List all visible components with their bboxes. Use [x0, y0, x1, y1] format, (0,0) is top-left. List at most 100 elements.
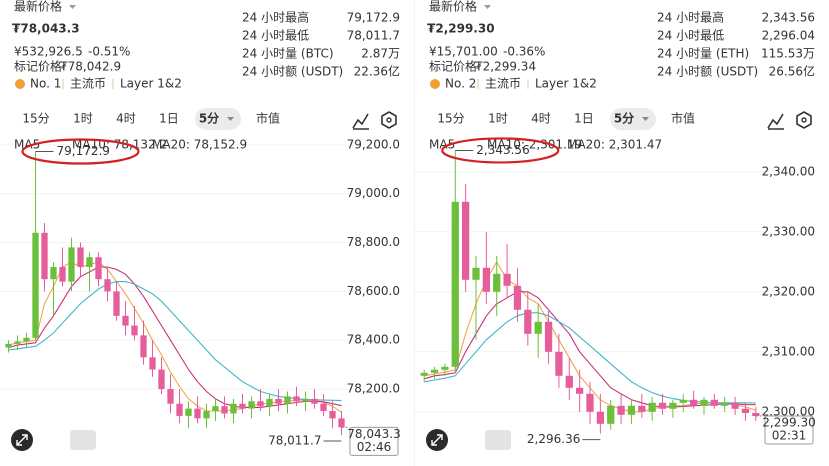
- high-label: 2,343.56: [476, 143, 529, 157]
- candle-body: [149, 357, 156, 370]
- stat-label: 24 小时最高: [242, 10, 309, 25]
- mark-price-label: 标记价格: [14, 59, 62, 74]
- stat-label: 24 小时量 (ETH): [657, 47, 749, 61]
- candle-body: [741, 408, 750, 413]
- stat-value: 26.56亿: [769, 64, 815, 79]
- candle-body: [77, 247, 84, 267]
- tag[interactable]: Layer 1&2: [535, 77, 597, 91]
- candle-body: [212, 406, 219, 412]
- stat-value: 2.87万: [361, 47, 400, 61]
- tag[interactable]: 主流币: [70, 77, 106, 91]
- stat-label: 24 小时最高: [657, 10, 724, 25]
- y-tick-label: 79,200.0: [347, 137, 400, 151]
- candle-body: [658, 402, 667, 409]
- y-tick-label: 78,600.0: [347, 284, 400, 298]
- highlight-circle: [21, 138, 140, 165]
- y-tick-label: 78,200.0: [347, 382, 400, 396]
- candle-body: [41, 232, 48, 280]
- stat-value: 2,343.56: [762, 11, 815, 25]
- stat-value: 78,011.7: [347, 29, 400, 43]
- interval-tab[interactable]: 1日: [574, 112, 594, 126]
- candle-body: [239, 403, 246, 409]
- candle-body: [596, 411, 604, 424]
- mark-price: ₮78,042.9: [60, 60, 121, 74]
- tag[interactable]: No. 2: [445, 77, 476, 91]
- y-tick-label: 78,400.0: [347, 333, 400, 347]
- candle-body: [617, 405, 625, 415]
- latest-price-label: 最新价格: [14, 0, 62, 14]
- candle-body: [627, 405, 636, 415]
- interval-tab[interactable]: 1时: [488, 112, 508, 126]
- candle-body: [131, 325, 138, 336]
- indicator-icon[interactable]: [767, 113, 784, 130]
- candle-body: [158, 369, 165, 390]
- fullscreen-icon: [431, 434, 443, 446]
- high-label: 79,172.9: [57, 144, 110, 158]
- dropdown-arrow: [484, 5, 491, 9]
- moving-average-line: [8, 266, 342, 408]
- legend-entry: MA5: [14, 138, 40, 152]
- interval-tab[interactable]: 市值: [671, 111, 695, 126]
- stat-label: 24 小时额 (USDT): [242, 65, 343, 79]
- price: ₮78,043.3: [12, 22, 80, 36]
- tab-dropdown-arrow: [642, 117, 649, 121]
- stat-value: 115.53万: [761, 47, 815, 61]
- candle-body: [607, 405, 615, 424]
- candle-body: [420, 372, 428, 376]
- candle-body: [284, 396, 291, 404]
- interval-tab[interactable]: 5分: [614, 111, 634, 126]
- interval-tab[interactable]: 1时: [73, 112, 93, 126]
- interval-tab[interactable]: 1日: [159, 112, 179, 126]
- tag[interactable]: 主流币: [485, 77, 521, 91]
- candle-body: [544, 321, 553, 352]
- candle-body: [430, 369, 439, 373]
- candle-body: [104, 279, 111, 292]
- candle-body: [14, 341, 21, 344]
- candle-body: [710, 399, 718, 406]
- candle-body: [638, 405, 646, 412]
- tag[interactable]: Layer 1&2: [120, 77, 182, 91]
- candle-body: [176, 403, 183, 416]
- legend-entry: MA20: 78,152.9: [152, 138, 247, 152]
- interval-tab[interactable]: 5分: [199, 111, 219, 126]
- candle-body: [185, 408, 192, 416]
- tag[interactable]: No. 1: [30, 77, 61, 91]
- interval-tab[interactable]: 4时: [116, 112, 136, 126]
- settings-icon-dot: [386, 117, 392, 123]
- candle-body: [451, 201, 459, 367]
- countdown: 02:46: [357, 440, 392, 454]
- candle-body: [513, 285, 522, 310]
- candle-body: [275, 398, 282, 404]
- interval-tab[interactable]: 15分: [22, 112, 49, 126]
- candle-body: [203, 411, 210, 419]
- low-label: 78,011.7: [268, 434, 321, 448]
- interval-tab[interactable]: 市值: [256, 111, 280, 126]
- candle-body: [230, 403, 237, 414]
- price-change: -0.51%: [88, 45, 130, 59]
- candle-body: [302, 398, 309, 402]
- candle-body: [95, 257, 102, 280]
- settings-icon[interactable]: [796, 111, 812, 129]
- legend-entry: MA5: [429, 138, 455, 152]
- price: ₮2,299.30: [427, 22, 495, 36]
- candle-body: [122, 315, 129, 326]
- indicator-icon[interactable]: [352, 113, 369, 130]
- candle-body: [669, 402, 677, 409]
- candle-body: [248, 401, 255, 409]
- candle-body: [338, 418, 345, 428]
- settings-icon[interactable]: [381, 111, 397, 129]
- candle-body: [679, 399, 687, 403]
- rank-icon: [430, 79, 440, 89]
- candle-body: [503, 273, 511, 286]
- candle-body: [59, 266, 66, 282]
- candle-body: [257, 401, 264, 407]
- stat-value: 79,172.9: [347, 11, 400, 25]
- countdown: 02:31: [772, 429, 807, 443]
- y-tick-label: 2,320.00: [762, 284, 815, 298]
- last-price-label: 78,043.3: [347, 427, 400, 441]
- y-tick-label: 2,300.00: [762, 404, 815, 418]
- interval-tab[interactable]: 15分: [437, 112, 464, 126]
- interval-tab[interactable]: 4时: [531, 112, 551, 126]
